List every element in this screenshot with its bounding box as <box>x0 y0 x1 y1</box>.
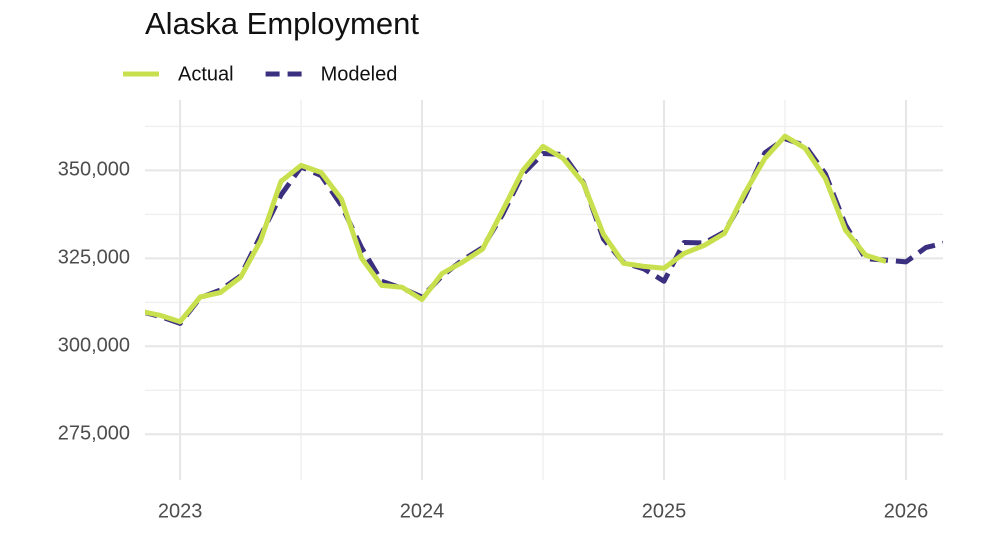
legend-label: Modeled <box>321 63 398 85</box>
x-tick-label: 2024 <box>400 500 445 522</box>
x-tick-label: 2025 <box>642 500 687 522</box>
y-tick-label: 325,000 <box>58 247 130 269</box>
x-tick-label: 2026 <box>884 500 929 522</box>
y-tick-label: 300,000 <box>58 335 130 357</box>
x-tick-label: 2023 <box>158 500 203 522</box>
chart-title: Alaska Employment <box>145 6 419 41</box>
y-tick-label: 350,000 <box>58 159 130 181</box>
line-actual <box>145 133 887 325</box>
y-tick-label: 275,000 <box>58 423 130 445</box>
legend-label: Actual <box>178 63 234 85</box>
